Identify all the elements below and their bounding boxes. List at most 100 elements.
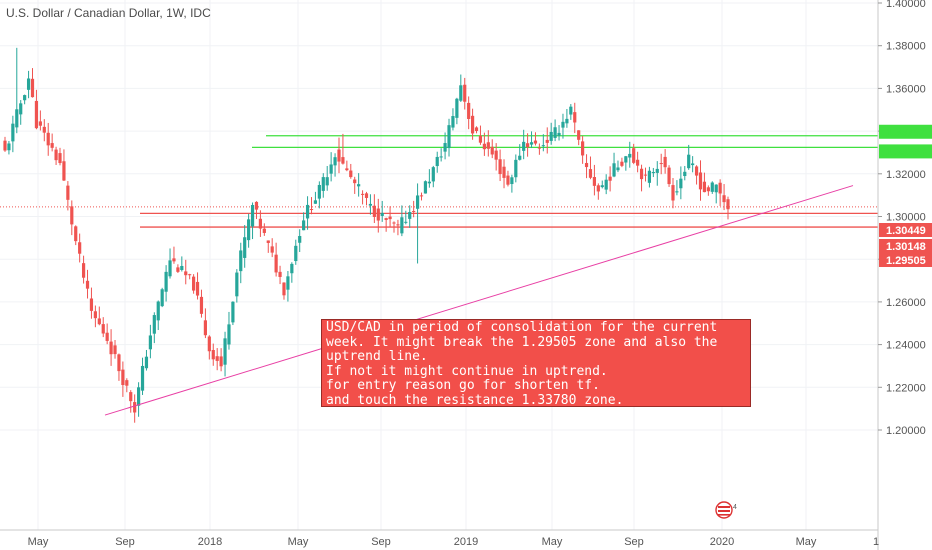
price-tick-label: 1.38000 <box>886 41 926 53</box>
chart-title: U.S. Dollar / Canadian Dollar, 1W, IDC <box>6 6 211 20</box>
candle-body <box>706 187 710 192</box>
candle-body <box>474 127 479 132</box>
candle-body <box>302 220 306 231</box>
candle-body <box>419 195 424 197</box>
candle-body <box>184 271 188 276</box>
level-label-bg <box>879 239 932 253</box>
candle-body <box>722 195 726 203</box>
candle-body <box>250 204 255 227</box>
candle-body <box>541 145 545 147</box>
candle-body <box>129 392 133 402</box>
candle-body <box>136 387 141 406</box>
candle-body <box>254 201 259 210</box>
candle-body <box>636 159 640 166</box>
candle-body <box>632 148 636 163</box>
candle-body <box>274 254 278 273</box>
candle-body <box>667 167 671 185</box>
time-tick-label: May <box>288 536 309 548</box>
candle-body <box>718 182 722 194</box>
candle-body <box>439 156 443 158</box>
candle-body <box>443 143 447 152</box>
candle-body <box>573 112 577 123</box>
candle-body <box>133 402 137 413</box>
candle-body <box>451 116 455 128</box>
time-tick-label: May <box>28 536 49 548</box>
candle-body <box>604 179 608 190</box>
candle-body <box>345 168 349 171</box>
level-label: 1.33236 <box>879 144 932 159</box>
candle-body <box>478 135 483 143</box>
candle-body <box>364 193 369 198</box>
candle-body <box>647 170 652 183</box>
note-line: week. It might break the 1.29505 zone an… <box>326 334 718 350</box>
candle-body <box>360 193 365 195</box>
candle-body <box>42 126 46 133</box>
candle-body <box>482 143 486 150</box>
candle-body <box>490 146 494 155</box>
time-tick-label: 2019 <box>454 536 478 548</box>
candle-body <box>239 250 243 272</box>
level-label-bg <box>879 124 932 139</box>
candle-body <box>545 139 549 143</box>
time-tick-label: 2018 <box>198 536 222 548</box>
candle-body <box>74 226 78 242</box>
candle-body <box>195 281 200 296</box>
candle-body <box>549 131 553 141</box>
level-label-bg <box>879 223 932 237</box>
candle-body <box>140 365 145 391</box>
candle-body <box>608 176 612 181</box>
candle-body <box>651 172 655 174</box>
candle-body <box>447 125 451 149</box>
time-tick-label: 2020 <box>710 536 734 548</box>
candle-body <box>172 258 176 262</box>
candle-body <box>526 143 530 148</box>
candle-body <box>227 324 231 345</box>
candle-body <box>404 221 408 223</box>
candle-body <box>11 123 15 142</box>
candle-body <box>97 318 101 325</box>
candle-body <box>176 267 180 272</box>
candle-body <box>34 100 39 129</box>
time-tick-label: Sep <box>624 536 644 548</box>
candle-body <box>148 335 152 350</box>
level-label-text: 1.33782 <box>886 127 926 139</box>
candle-body <box>463 84 467 102</box>
candle-body <box>243 237 247 258</box>
candle-body <box>470 115 475 134</box>
candle-body <box>101 324 105 334</box>
candle-body <box>58 153 62 164</box>
level-label: 1.29505 <box>879 253 932 267</box>
candle-body <box>203 320 207 336</box>
trendline-layer <box>104 185 854 416</box>
candle-body <box>600 185 604 188</box>
price-tick-label: 1.36000 <box>886 83 926 95</box>
candle-body <box>270 246 274 253</box>
candle-body <box>180 265 184 271</box>
level-label-text: 1.33236 <box>886 146 926 158</box>
candles <box>3 47 730 423</box>
candle-body <box>294 245 298 262</box>
candle-body <box>231 301 235 323</box>
price-tick-label: 1.32000 <box>886 169 926 181</box>
candle-body <box>510 177 514 185</box>
candle-body <box>392 222 396 224</box>
candle-body <box>7 143 11 151</box>
candle-body <box>219 356 223 367</box>
candle-body <box>506 175 510 185</box>
note-line: uptrend line. <box>326 349 428 364</box>
candle-body <box>38 121 42 126</box>
candle-body <box>223 338 227 365</box>
candle-body <box>498 159 502 175</box>
candle-body <box>357 184 361 187</box>
candle-body <box>78 242 82 254</box>
candle-body <box>643 174 648 176</box>
time-tick-label: May <box>542 536 563 548</box>
candle-body <box>160 289 164 307</box>
time-tick-label: Sep <box>371 536 391 548</box>
candle-body <box>455 98 459 118</box>
candle-body <box>211 350 215 360</box>
level-label: 1.30449 <box>879 223 932 237</box>
candle-body <box>329 164 333 174</box>
candle-body <box>26 78 31 90</box>
